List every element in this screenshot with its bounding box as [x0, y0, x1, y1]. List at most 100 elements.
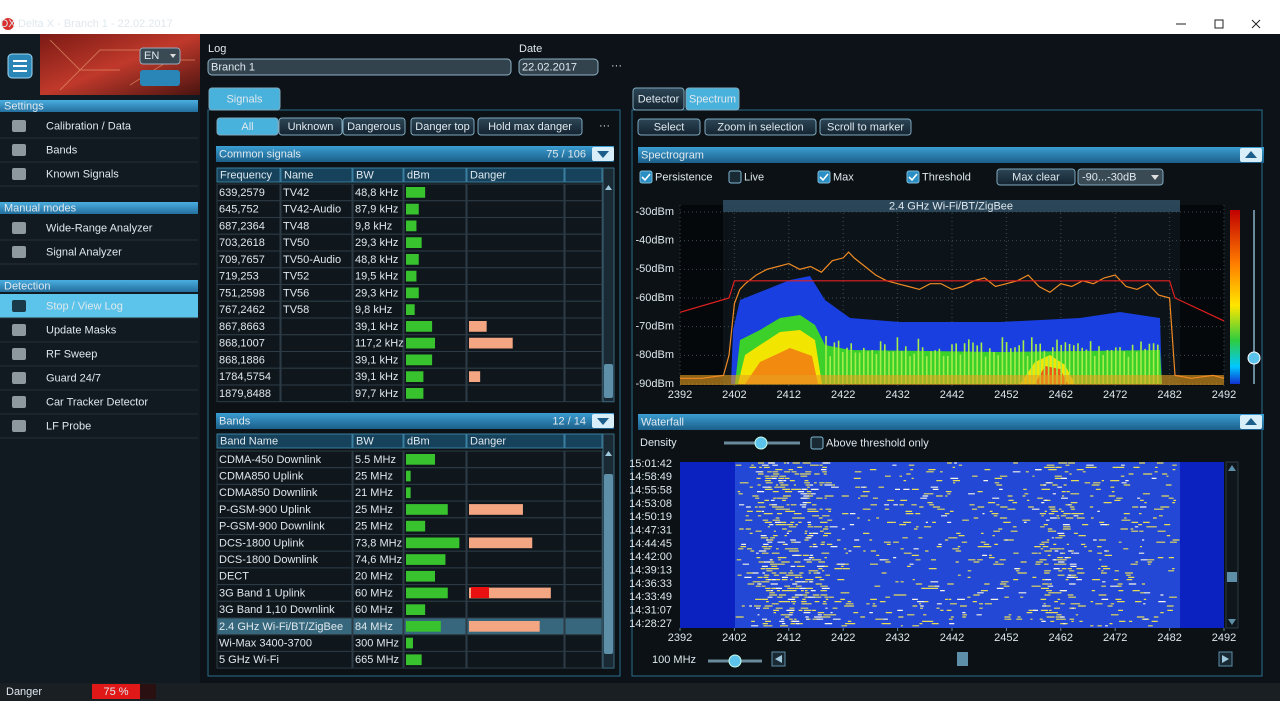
dbm-bar [406, 237, 422, 248]
y-tick-label: -30dBm [635, 206, 674, 218]
scrollbar [602, 167, 615, 403]
cell-text: 1784,5754 [219, 371, 271, 383]
table-count: 75 / 106 [546, 148, 586, 160]
cell-text: DCS-1800 Downlink [219, 554, 319, 566]
cell-text: 3G Band 1 Uplink [219, 587, 306, 599]
danger-bar [469, 537, 533, 549]
checkbox[interactable] [810, 436, 824, 450]
table-cell [466, 233, 565, 252]
checkbox[interactable] [728, 170, 742, 184]
table-header-bar [216, 413, 614, 429]
scroll-thumb[interactable] [604, 474, 613, 654]
signals-tab[interactable] [208, 87, 281, 111]
cell-text: CDMA850 Uplink [219, 470, 304, 482]
action-button[interactable] [410, 117, 475, 136]
action-button[interactable] [637, 118, 701, 136]
table-cell [466, 384, 565, 403]
action-button[interactable] [704, 118, 817, 136]
scroll-thumb[interactable] [957, 652, 968, 666]
log-input[interactable] [207, 58, 512, 76]
language-select[interactable] [139, 47, 181, 65]
menu-item[interactable] [0, 414, 198, 438]
span-slider-knob[interactable] [728, 654, 742, 668]
cell-text: CDMA-450 Downlink [219, 454, 322, 466]
time-label: 14:33:49 [629, 591, 672, 603]
cell-text: 868,1007 [219, 338, 265, 350]
threshold-slider-knob[interactable] [1247, 351, 1261, 365]
color-scale [1230, 210, 1240, 384]
max-clear-button[interactable] [996, 168, 1076, 186]
filter-button[interactable] [216, 117, 279, 136]
checkbox-label: Threshold [922, 171, 971, 183]
time-label: 15:01:42 [629, 458, 672, 470]
checkbox[interactable] [639, 170, 653, 184]
checkbox[interactable] [817, 170, 831, 184]
table-cell [564, 183, 603, 202]
range-select[interactable] [1077, 168, 1164, 186]
checkbox[interactable] [906, 170, 920, 184]
column-header [564, 433, 603, 449]
cell-text: 29,3 kHz [355, 287, 398, 299]
cell-text: 703,2618 [219, 237, 265, 249]
cell-text: 9,8 kHz [355, 220, 392, 232]
date-input[interactable] [518, 58, 599, 76]
cell-text: TV42 [283, 187, 309, 199]
scroll-up[interactable] [605, 451, 612, 456]
dbm-bar [406, 470, 411, 482]
scroll-down[interactable] [1228, 619, 1236, 625]
signals-tab-label: Signals [226, 93, 263, 105]
x-tick-label: 2482 [1157, 389, 1181, 401]
filter-button[interactable] [278, 117, 343, 136]
filter-button[interactable] [342, 117, 406, 136]
time-label: 14:47:31 [629, 525, 672, 537]
section-title: Spectrogram [641, 149, 704, 161]
dbm-bar [406, 587, 448, 599]
table-cell [564, 600, 603, 619]
dbm-bar [406, 337, 435, 349]
play-button[interactable] [140, 70, 180, 86]
menu-item[interactable] [0, 294, 198, 318]
cell-text: 9,8 kHz [355, 304, 392, 316]
column-header [564, 167, 603, 183]
y-tick-label: -80dBm [635, 349, 674, 361]
scroll-up[interactable] [605, 185, 612, 190]
scroll-thumb[interactable] [604, 364, 613, 398]
cell-text: 84 MHz [355, 621, 393, 633]
table-cell [564, 550, 603, 569]
cell-text: DCS-1800 Uplink [219, 537, 304, 549]
menu-item[interactable] [0, 138, 198, 162]
range-select-text: -90...-30dB [1082, 171, 1136, 183]
scroll-up[interactable] [1228, 465, 1236, 471]
density-slider-knob[interactable] [754, 436, 768, 450]
action-button[interactable] [819, 118, 912, 136]
menu-item-label: Stop / View Log [46, 300, 123, 312]
menu-icon [12, 300, 26, 312]
scroll-thumb[interactable] [1227, 572, 1237, 582]
x-tick-label: 2432 [885, 389, 909, 401]
close-button[interactable] [1251, 19, 1261, 29]
action-button[interactable] [477, 117, 583, 136]
panel-tab[interactable] [632, 87, 685, 111]
maximize-button[interactable] [1214, 19, 1224, 29]
column-header [216, 167, 281, 183]
x-tick-label: 2472 [1103, 632, 1127, 644]
dbm-bar [406, 254, 419, 265]
column-label: Danger [470, 169, 506, 181]
cell-text: TV56 [283, 287, 309, 299]
section-title: Settings [4, 100, 44, 112]
cell-text: 97,7 kHz [355, 388, 398, 400]
x-tick-label: 2432 [885, 632, 909, 644]
panel-tab[interactable] [685, 87, 740, 111]
column-label: Frequency [220, 169, 272, 181]
column-label: Danger [470, 435, 506, 447]
cell-text: 60 MHz [355, 604, 393, 616]
table-cell [466, 650, 565, 669]
cell-text: 1879,8488 [219, 388, 271, 400]
y-tick-label: -70dBm [635, 321, 674, 333]
table-cell [564, 233, 603, 252]
x-tick-label: 2442 [940, 632, 964, 644]
band-label: 2.4 GHz Wi-Fi/BT/ZigBee [889, 200, 1013, 212]
danger-bar [469, 504, 523, 515]
date-label: Date [519, 43, 542, 55]
menu-item[interactable] [0, 342, 198, 366]
